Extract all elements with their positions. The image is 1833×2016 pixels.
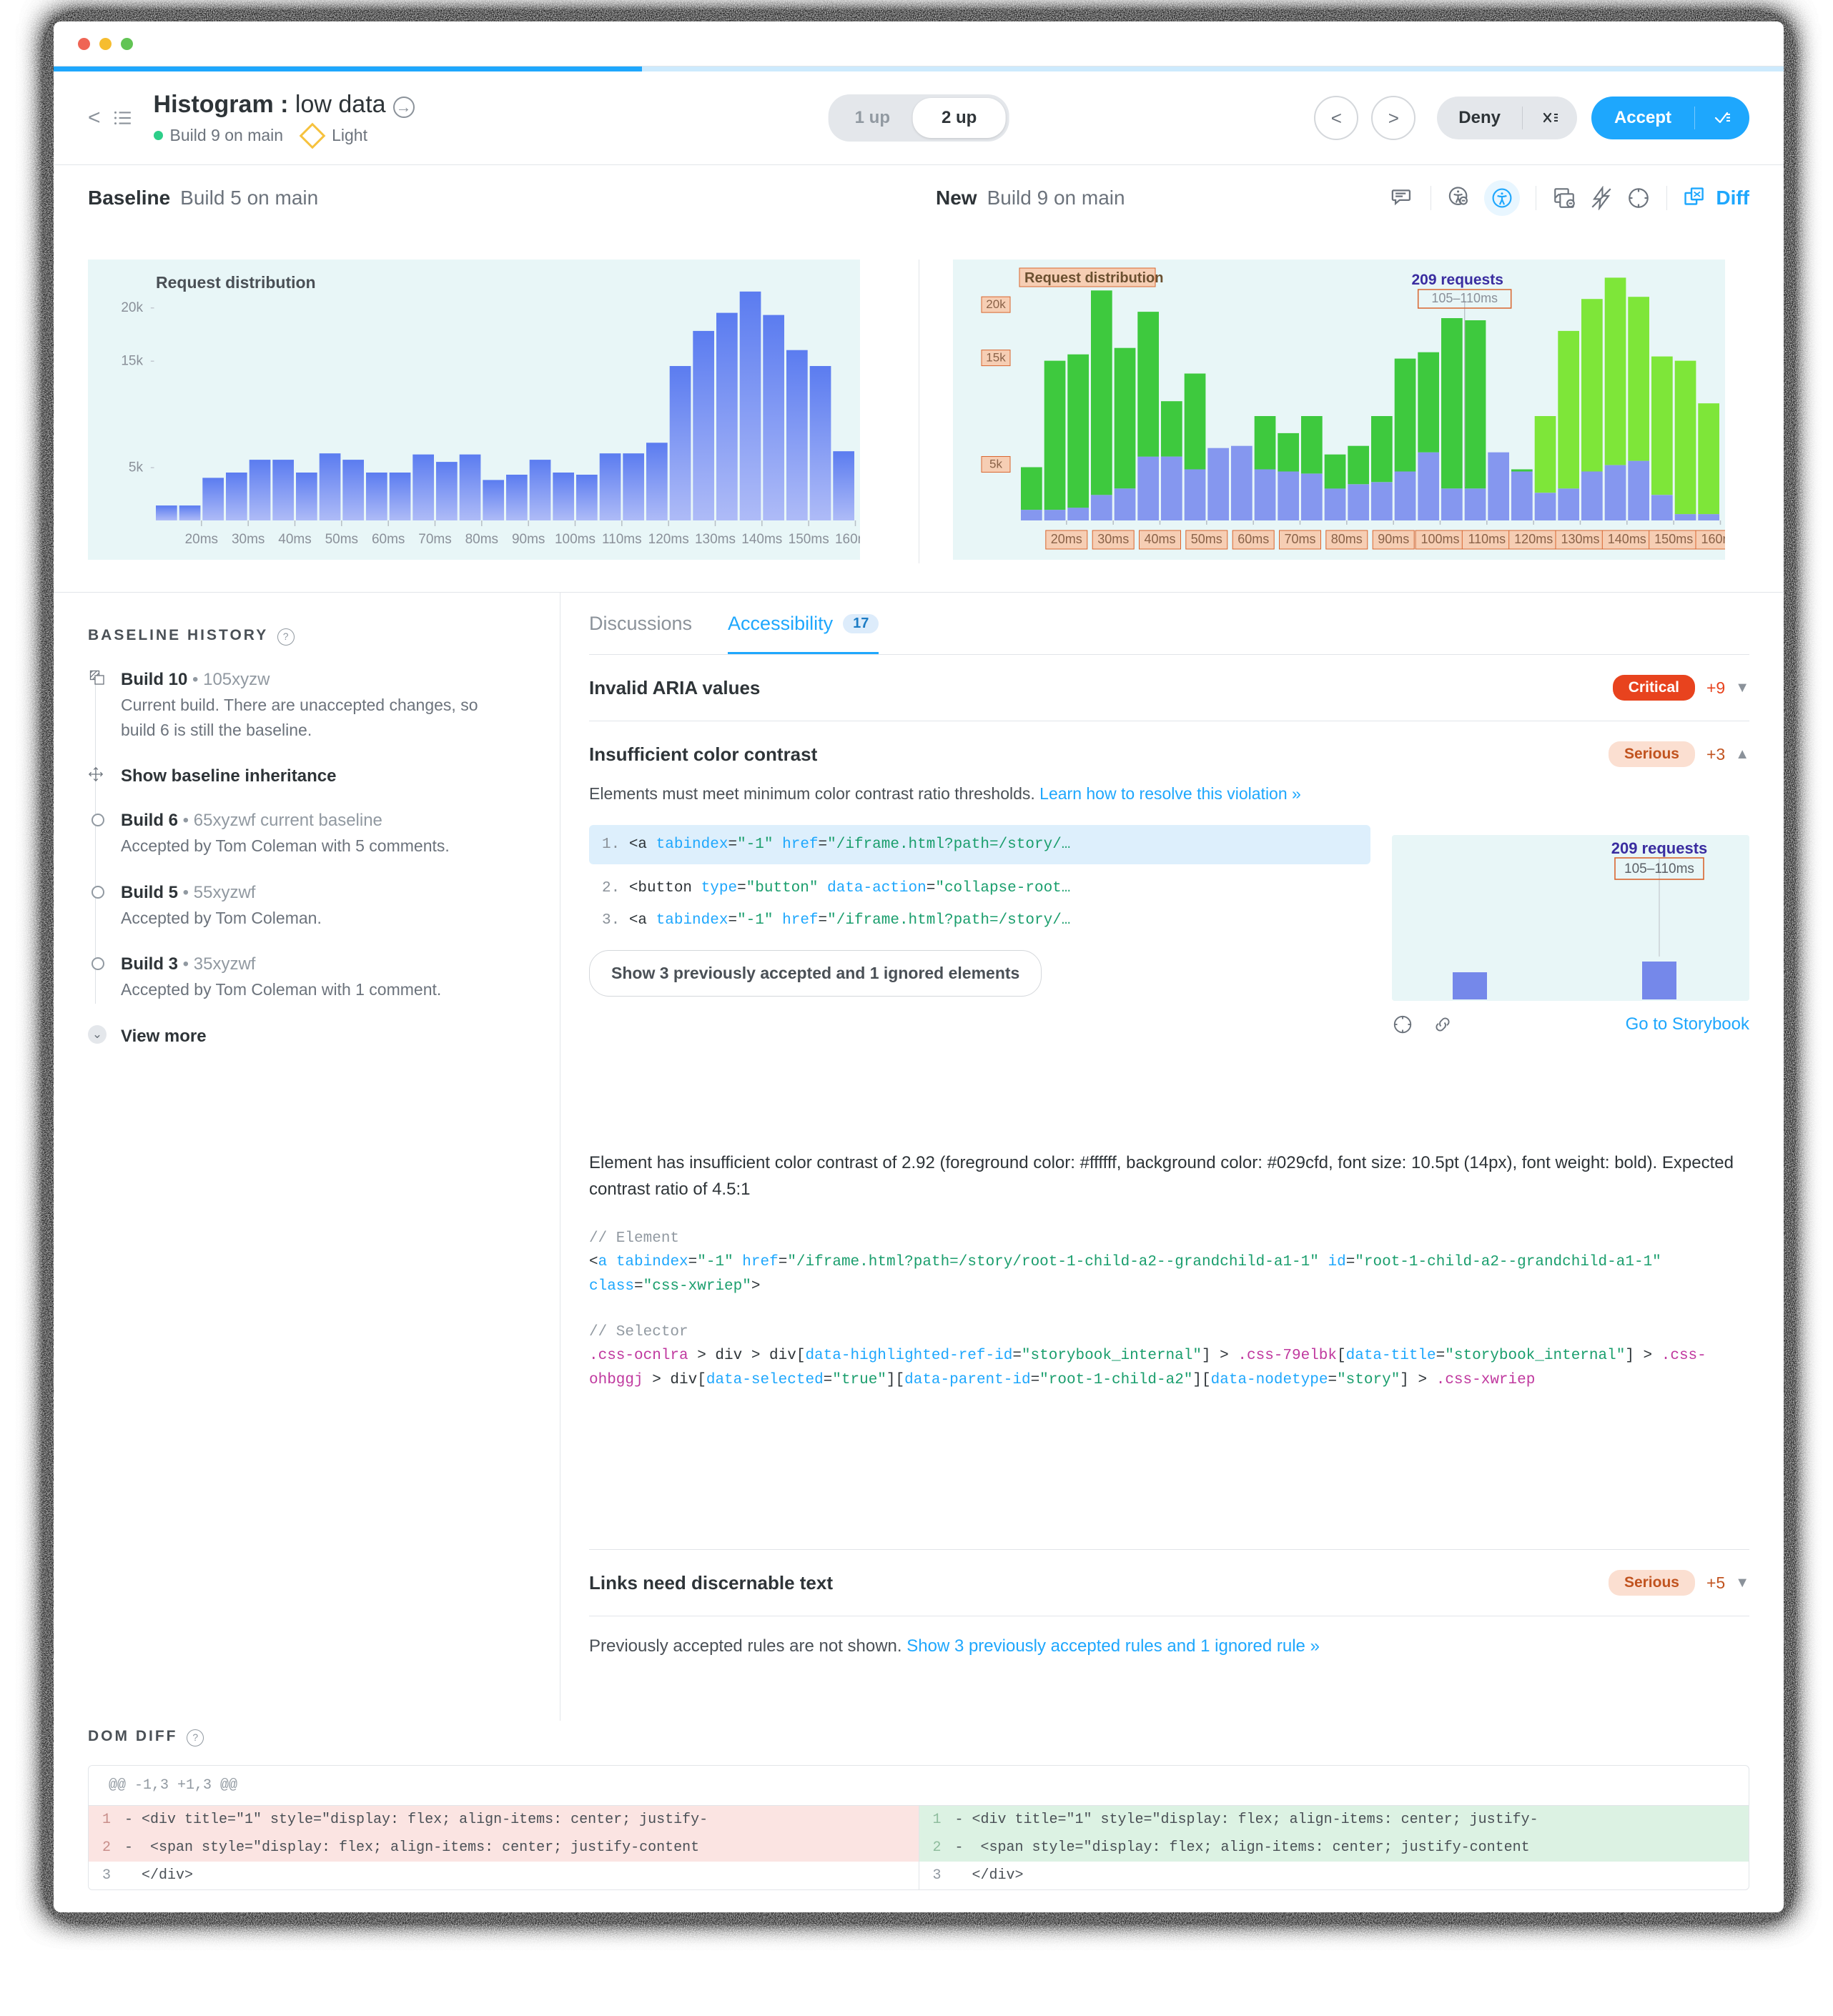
svg-text:60ms: 60ms — [372, 532, 405, 547]
svg-text:120ms: 120ms — [648, 532, 689, 547]
svg-text:130ms: 130ms — [1561, 532, 1599, 546]
svg-text:105–110ms: 105–110ms — [1431, 291, 1498, 305]
svg-text:209 requests: 209 requests — [1611, 839, 1708, 857]
svg-text:20k: 20k — [986, 297, 1006, 311]
svg-text:90ms: 90ms — [1378, 532, 1409, 546]
svg-text:80ms: 80ms — [1330, 532, 1362, 546]
svg-text:140ms: 140ms — [1607, 532, 1646, 546]
svg-text:-: - — [150, 300, 154, 315]
svg-text:100ms: 100ms — [555, 532, 596, 547]
svg-text:70ms: 70ms — [418, 532, 451, 547]
svg-text:209 requests: 209 requests — [1411, 272, 1503, 288]
svg-text:-: - — [150, 354, 154, 369]
svg-text:20ms: 20ms — [185, 532, 218, 547]
svg-text:-: - — [150, 460, 154, 475]
svg-text:40ms: 40ms — [1144, 532, 1175, 546]
svg-text:100ms: 100ms — [1421, 532, 1459, 546]
svg-text:80ms: 80ms — [465, 532, 498, 547]
svg-text:150ms: 150ms — [789, 532, 829, 547]
svg-text:30ms: 30ms — [232, 532, 265, 547]
svg-text:110ms: 110ms — [602, 532, 642, 547]
svg-text:Request distribution: Request distribution — [156, 273, 316, 292]
svg-text:150ms: 150ms — [1654, 532, 1693, 546]
svg-text:160ms: 160ms — [835, 532, 860, 547]
svg-text:130ms: 130ms — [695, 532, 736, 547]
svg-text:15k: 15k — [986, 351, 1006, 365]
svg-text:Request distribution: Request distribution — [1024, 270, 1163, 286]
svg-text:50ms: 50ms — [325, 532, 358, 547]
svg-text:40ms: 40ms — [278, 532, 311, 547]
svg-text:140ms: 140ms — [741, 532, 782, 547]
svg-text:50ms: 50ms — [1190, 532, 1222, 546]
svg-text:20ms: 20ms — [1050, 532, 1082, 546]
svg-text:15k: 15k — [121, 354, 143, 369]
svg-text:5k: 5k — [989, 458, 1002, 471]
svg-text:105–110ms: 105–110ms — [1624, 861, 1694, 876]
svg-text:160ms: 160ms — [1701, 532, 1725, 546]
svg-text:60ms: 60ms — [1237, 532, 1269, 546]
svg-text:30ms: 30ms — [1097, 532, 1129, 546]
svg-text:70ms: 70ms — [1284, 532, 1315, 546]
svg-text:5k: 5k — [129, 460, 144, 475]
svg-text:120ms: 120ms — [1514, 532, 1553, 546]
svg-text:90ms: 90ms — [512, 532, 545, 547]
svg-text:110ms: 110ms — [1468, 532, 1506, 546]
svg-text:20k: 20k — [121, 300, 143, 315]
